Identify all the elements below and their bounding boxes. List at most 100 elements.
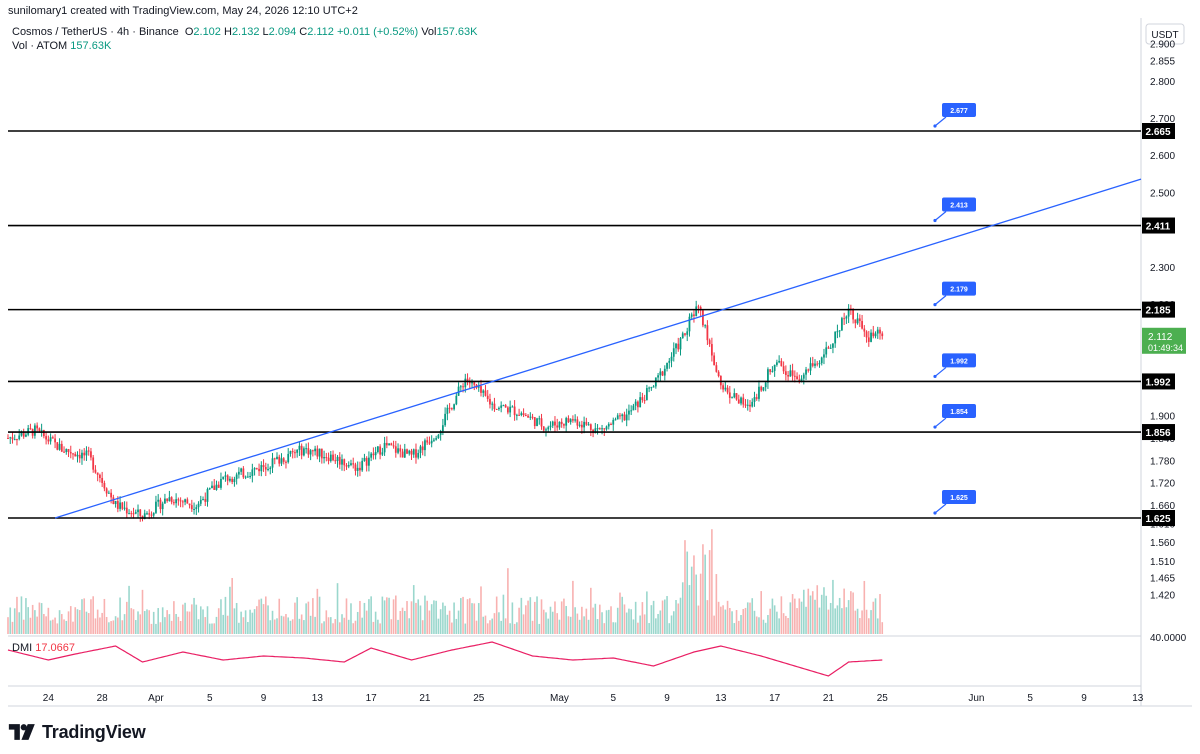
volume-bar <box>859 618 861 634</box>
candle-body <box>60 443 63 452</box>
candle-body <box>847 308 850 317</box>
volume-bar <box>166 610 168 634</box>
candle-body <box>641 397 644 401</box>
time-tick-label: 13 <box>715 693 727 704</box>
volume-bar <box>542 609 545 634</box>
trendline-layer <box>54 178 1142 519</box>
volume-bar <box>482 616 485 634</box>
volume-bar <box>437 618 440 634</box>
candle-body <box>11 437 14 440</box>
volume-bar <box>399 610 402 634</box>
volume-bar <box>794 598 796 634</box>
callout-box <box>942 281 976 296</box>
candle-body <box>690 314 693 317</box>
volume-bar <box>551 611 554 634</box>
candle-body <box>672 348 675 357</box>
volume-bar <box>592 607 594 634</box>
volume-bar <box>289 620 292 634</box>
candle-body <box>659 371 662 376</box>
candle-body <box>410 450 413 455</box>
volume-bar <box>444 605 446 634</box>
candle-body <box>706 325 709 341</box>
volume-bar <box>300 614 303 634</box>
candle-body <box>159 499 162 510</box>
candle-body <box>58 443 61 450</box>
volume-bar <box>238 622 240 634</box>
candle-body <box>805 369 807 375</box>
volume-bar <box>643 614 646 634</box>
candle-body <box>580 424 583 428</box>
volume-bar <box>847 600 850 634</box>
volume-bar <box>31 604 34 634</box>
volume-bar <box>587 619 590 634</box>
volume-bar <box>715 574 718 634</box>
volume-bar <box>397 619 399 634</box>
candle-body <box>755 397 758 399</box>
tradingview-brand[interactable]: TradingView <box>8 719 146 745</box>
time-tick-label: 17 <box>366 693 378 704</box>
candle-body <box>585 421 588 425</box>
dmi-legend[interactable]: DMI 17.0667 <box>12 642 75 654</box>
candle-body <box>370 453 373 458</box>
volume-bar <box>242 617 245 634</box>
callout-anchor <box>933 303 937 307</box>
candle-body <box>778 360 781 363</box>
volume-bar <box>67 611 70 634</box>
candle-body <box>69 451 72 454</box>
volume-bar <box>114 616 117 634</box>
volume-bar <box>484 615 487 634</box>
candle-body <box>491 403 494 405</box>
candle-body <box>713 355 716 366</box>
volume-bar <box>195 604 198 634</box>
candle-body <box>829 347 832 349</box>
volume-bar <box>343 617 346 634</box>
volume-bar <box>724 609 727 634</box>
volume-bar <box>365 610 368 634</box>
callout-pointer <box>934 295 947 306</box>
volume-bar <box>249 609 251 634</box>
volume-bar <box>614 622 617 634</box>
candle-body <box>832 343 834 348</box>
volume-bar <box>717 601 720 634</box>
volume-bar <box>215 616 218 634</box>
volume-bar <box>258 599 260 634</box>
volume-bar <box>733 623 736 634</box>
candle-body <box>394 446 397 453</box>
volume-bar <box>518 607 520 634</box>
volume-bar <box>182 604 184 634</box>
currency-box[interactable] <box>1145 23 1185 45</box>
symbol-name: Cosmos / TetherUS · 4h · Binance <box>12 26 179 38</box>
volume-bar <box>489 620 491 634</box>
brand-name: TradingView <box>42 721 146 742</box>
candle-body <box>105 488 108 494</box>
volume-bar <box>742 609 745 634</box>
volume-bar <box>693 555 695 634</box>
volume-bar <box>368 599 370 634</box>
volume-bar <box>583 616 585 634</box>
volume-bar <box>569 616 572 634</box>
candle-body <box>477 386 480 388</box>
candle-body <box>401 451 404 458</box>
candle-body <box>213 485 216 490</box>
volume-bar <box>330 617 332 634</box>
candle-body <box>764 382 767 388</box>
candle-body <box>188 503 191 506</box>
candle-body <box>303 448 305 456</box>
candle-body <box>858 318 861 322</box>
volume-bar <box>576 613 579 634</box>
candle-body <box>356 467 359 471</box>
price-callouts: 2.677 2.413 2.179 1.992 1.854 1.625 <box>933 103 976 515</box>
volume-legend[interactable]: Vol · ATOM 157.63K <box>12 40 111 52</box>
candle-body <box>186 499 189 504</box>
open-label: O <box>184 26 194 38</box>
volume-bar <box>473 603 476 634</box>
candle-body <box>843 318 846 320</box>
candle-body <box>18 435 21 440</box>
candle-body <box>827 347 830 349</box>
volume-bar <box>38 602 41 634</box>
volume-bar <box>159 622 162 634</box>
symbol-legend[interactable]: Cosmos / TetherUS · 4h · Binance O2.102 … <box>12 26 477 38</box>
current-price-label: 2.112 <box>1148 332 1173 343</box>
candle-body <box>34 425 36 436</box>
